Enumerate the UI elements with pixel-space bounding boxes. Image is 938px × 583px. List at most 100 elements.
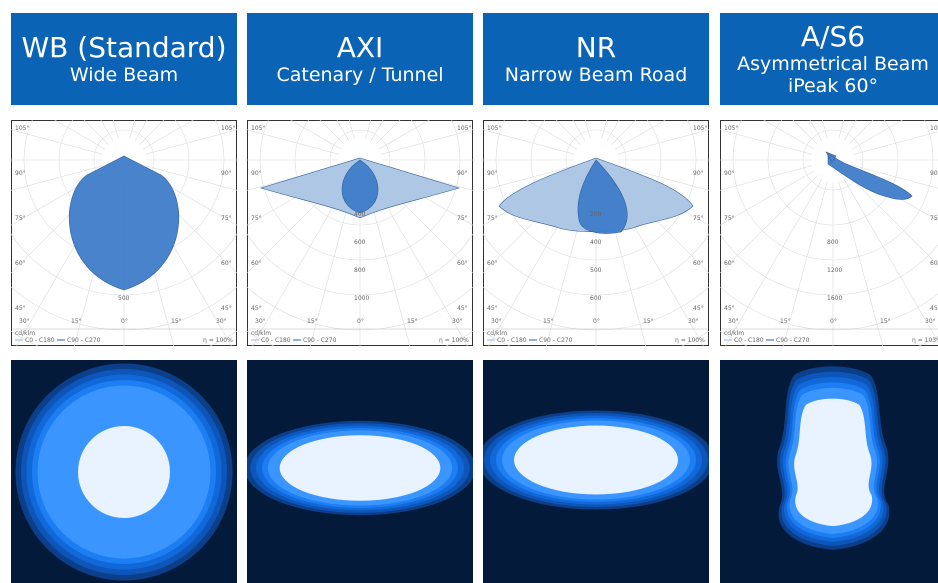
column: WB (Standard) Wide Beam 105° 105° 90° 90° 75° 7…	[11, 0, 237, 583]
angle-label: 45°	[693, 305, 704, 312]
grid-ray	[252, 178, 350, 346]
efficiency: η = 103%	[912, 337, 938, 344]
polar-diagram: 105° 105° 90° 90° 75° 75° 60° 60° 45° 45° 30° 15° 0°…	[11, 120, 237, 346]
angle-label: 30°	[452, 318, 463, 325]
angle-label: 15°	[880, 318, 891, 325]
angle-label: 45°	[457, 305, 468, 312]
subtitle: Catenary / Tunnel	[276, 64, 444, 86]
angle-label: 105°	[930, 125, 938, 132]
grid-ray	[720, 129, 812, 155]
angle-label: 75°	[221, 215, 232, 222]
angle-label: 45°	[15, 305, 26, 312]
grid-ray	[145, 165, 237, 191]
grid-ray	[617, 129, 709, 155]
angle-label: 15°	[643, 318, 654, 325]
grid-ray	[145, 129, 237, 155]
header: AXI Catenary / Tunnel	[247, 13, 473, 105]
subtitle: Narrow Beam Road	[504, 64, 688, 86]
grid-ray	[614, 120, 666, 150]
grid-ray	[763, 120, 815, 150]
legend-entry: C90 - C270	[539, 337, 573, 344]
polar-grid	[720, 120, 938, 346]
angle-label: 15°	[307, 318, 318, 325]
column: AXI Catenary / Tunnel 105° 105° 90° 90° 75° 75°…	[247, 0, 473, 583]
grid-ray	[843, 178, 938, 343]
intensity-curve	[341, 159, 379, 214]
angle-label: 0°	[593, 318, 600, 325]
radial-label: 1000	[354, 295, 369, 302]
grid-ray	[247, 165, 339, 191]
grid-ray	[838, 181, 884, 346]
grid-ray	[11, 165, 103, 191]
angle-label: 45°	[251, 305, 262, 312]
grid-ray	[247, 175, 345, 274]
angle-label: 75°	[930, 215, 938, 222]
title: WB (Standard)	[21, 31, 227, 64]
grid-ray	[851, 120, 903, 150]
angle-label: 30°	[216, 318, 227, 325]
legend-entry: C0 - C180	[25, 337, 55, 344]
radial-label: 600	[354, 239, 366, 246]
angle-label: 30°	[688, 318, 699, 325]
angle-label: 45°	[487, 305, 498, 312]
radial-label: 600	[590, 295, 602, 302]
angle-label: 105°	[457, 125, 471, 132]
angle-label: 90°	[221, 170, 232, 177]
unit: cd/klm	[724, 330, 744, 337]
light-contour	[514, 425, 678, 495]
legend-entry: C0 - C180	[734, 337, 764, 344]
grid-ray	[142, 170, 237, 226]
angle-label: 15°	[71, 318, 82, 325]
angle-label: 60°	[724, 260, 735, 267]
light-contour	[794, 398, 873, 527]
grid-ray	[11, 170, 106, 226]
intensity-curve	[69, 155, 179, 291]
polar-diagram: 105° 105° 90° 90° 75° 75° 60° 60° 45° 45° 30° 15° 0°…	[720, 120, 938, 346]
grid-ray	[848, 175, 938, 266]
grid-ray	[247, 129, 339, 155]
grid-ray	[720, 165, 812, 191]
radial-label: 500	[118, 295, 130, 302]
polar-diagram: 105° 105° 90° 90° 75° 75° 60° 60° 45° 45° 30° 15° 0°…	[483, 120, 709, 346]
angle-label: 75°	[15, 215, 26, 222]
light-distribution	[247, 360, 473, 583]
angle-label: 90°	[693, 170, 704, 177]
light-core	[514, 425, 678, 495]
angle-label: 105°	[487, 125, 501, 132]
angle-label: 15°	[543, 318, 554, 325]
angle-label: 15°	[780, 318, 791, 325]
subtitle: iPeak 60°	[787, 75, 879, 97]
angle-label: 30°	[19, 318, 30, 325]
grid-ray	[483, 129, 575, 155]
angle-label: 45°	[221, 305, 232, 312]
angle-label: 90°	[724, 170, 735, 177]
light-core	[794, 398, 873, 527]
grid-ray	[54, 120, 106, 150]
angle-label: 105°	[693, 125, 707, 132]
column: NR Narrow Beam Road 105° 105° 90° 90° 75° 75° 60…	[483, 0, 709, 583]
angle-label: 30°	[728, 318, 739, 325]
legend-entry: C0 - C180	[497, 337, 527, 344]
legend-entry: C0 - C180	[261, 337, 291, 344]
grid-ray	[854, 165, 938, 189]
grid-ray	[617, 165, 709, 191]
unit: cd/klm	[15, 330, 35, 337]
grid-ray	[725, 178, 823, 346]
efficiency: η = 100%	[203, 337, 233, 344]
grid-ray	[381, 129, 473, 155]
header: WB (Standard) Wide Beam	[11, 13, 237, 105]
legend-entry: C90 - C270	[776, 337, 810, 344]
grid-ray	[365, 181, 411, 346]
polar-grid	[247, 120, 473, 346]
angle-label: 105°	[251, 125, 265, 132]
angle-label: 60°	[251, 260, 262, 267]
radial-label: 200	[590, 211, 602, 218]
angle-label: 90°	[251, 170, 262, 177]
efficiency: η = 100%	[675, 337, 705, 344]
angle-label: 90°	[15, 170, 26, 177]
angle-label: 60°	[930, 260, 938, 267]
angle-label: 75°	[693, 215, 704, 222]
efficiency: η = 100%	[439, 337, 469, 344]
light-core	[78, 426, 170, 518]
